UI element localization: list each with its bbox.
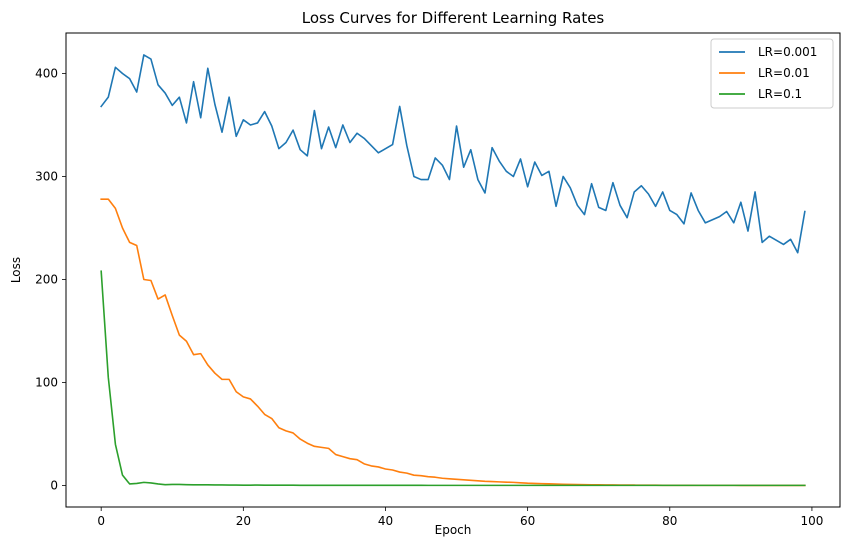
axes-frame — [65, 32, 841, 508]
x-tick-label-0: 0 — [97, 514, 105, 528]
series-line-2 — [100, 270, 806, 487]
y-tick-label-2: 200 — [35, 272, 58, 286]
legend: LR=0.001 LR=0.01 LR=0.1 — [710, 38, 834, 109]
chart-title: Loss Curves for Different Learning Rates — [302, 9, 605, 27]
legend-label-2: LR=0.1 — [758, 87, 802, 101]
y-tick-label-0: 0 — [50, 478, 58, 492]
legend-label-1: LR=0.01 — [758, 66, 810, 80]
legend-box — [710, 38, 834, 109]
series-line-0 — [100, 54, 806, 254]
x-tick-label-4: 80 — [662, 514, 677, 528]
y-tick-label-4: 400 — [35, 66, 58, 80]
y-tick-label-1: 100 — [35, 375, 58, 389]
y-tick-label-3: 300 — [35, 169, 58, 183]
x-tick-label-2: 40 — [378, 514, 393, 528]
series-layer — [100, 54, 806, 487]
x-tick-label-1: 20 — [236, 514, 251, 528]
y-axis-label: Loss — [9, 257, 23, 283]
legend-label-0: LR=0.001 — [758, 45, 817, 59]
x-tick-label-3: 60 — [520, 514, 535, 528]
ticks-layer: 0 20 40 60 80 100 0 100 200 300 400 — [35, 66, 823, 528]
x-tick-label-5: 100 — [800, 514, 823, 528]
x-axis-label: Epoch — [435, 523, 472, 537]
